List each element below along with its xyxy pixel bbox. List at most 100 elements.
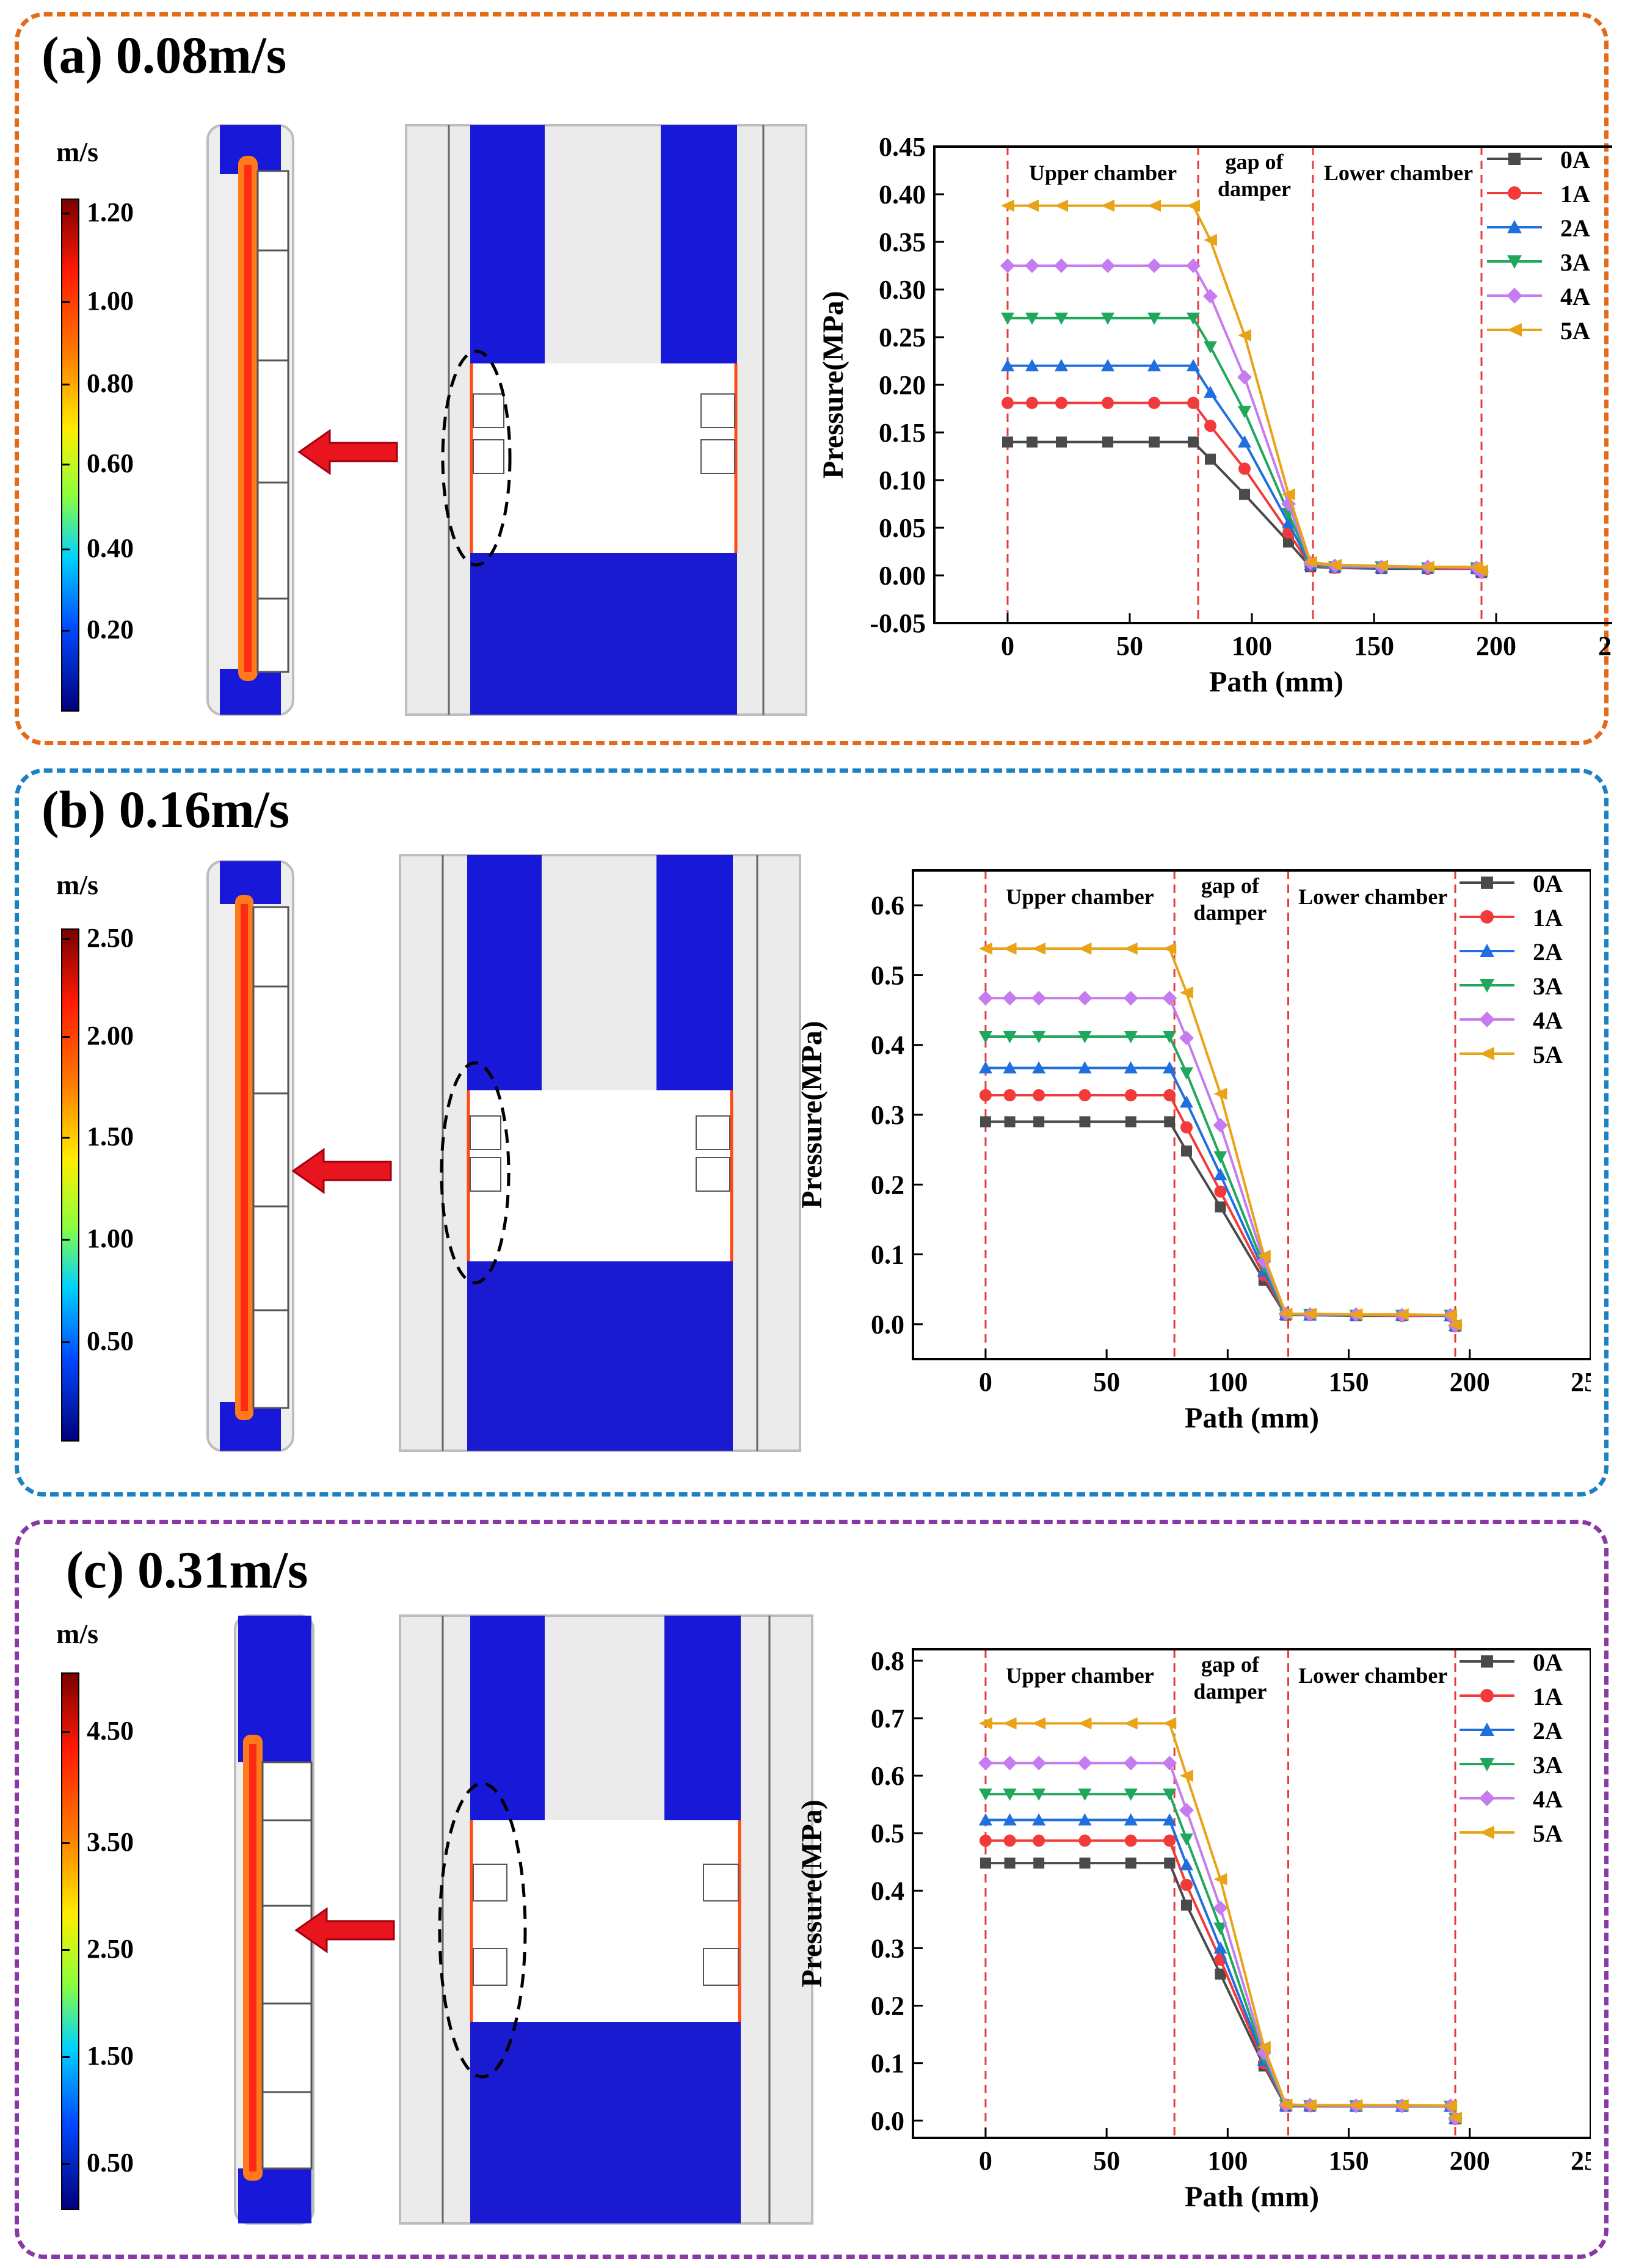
data-point (980, 1116, 991, 1128)
data-point (1123, 1756, 1138, 1771)
data-point (1395, 1308, 1409, 1321)
data-point (979, 1834, 992, 1847)
data-point (1449, 2112, 1462, 2124)
data-point (1054, 258, 1069, 273)
x-tick-label: 250 (1571, 1367, 1591, 1397)
data-point (1449, 1319, 1462, 1331)
data-point (1179, 1803, 1194, 1818)
data-point (1001, 359, 1014, 371)
y-tick-label: 0.6 (871, 1761, 904, 1791)
data-point (1079, 1116, 1091, 1128)
legend-label: 0A (1533, 870, 1563, 897)
data-point (1124, 1031, 1138, 1043)
data-point (1179, 1067, 1193, 1080)
data-point (1163, 1031, 1177, 1043)
colorbar-tick: 0.20 (61, 614, 134, 644)
data-point (1033, 1834, 1045, 1847)
legend-label: 5A (1533, 1041, 1563, 1068)
gap-zoom-view (234, 1614, 314, 2225)
panel-a-simulation (206, 124, 807, 716)
region-label-upper-chamber: Upper chamber (1029, 161, 1177, 185)
series-line (985, 1035, 1456, 1326)
y-tick-label: 0.05 (879, 513, 926, 543)
data-point (1078, 1834, 1091, 1847)
data-point (978, 1031, 992, 1043)
y-tick-label: 0.2 (871, 1170, 904, 1200)
legend-marker (1480, 944, 1494, 957)
data-point (1055, 396, 1067, 409)
legend-item: 3A (1460, 972, 1563, 1000)
data-point (979, 1089, 992, 1101)
data-point (1179, 1833, 1193, 1846)
data-point (1149, 436, 1160, 448)
data-point (1002, 1756, 1017, 1771)
panel-b-colorbar (61, 928, 79, 1442)
y-tick-label: 0.5 (871, 1818, 904, 1848)
zoom-arrow-icon (291, 1148, 392, 1194)
plot-frame (933, 145, 1612, 624)
y-tick-label: 0.45 (879, 132, 926, 162)
legend-label: 2A (1533, 938, 1563, 966)
data-point (978, 991, 993, 1006)
panel-a-colorbar (61, 199, 79, 712)
x-tick-label: 50 (1093, 2146, 1120, 2176)
data-point (1033, 1089, 1045, 1101)
legend-item: 4A (1460, 1785, 1563, 1813)
panel-a-colorbar-unit: m/s (56, 136, 98, 167)
y-tick-label: -0.05 (870, 608, 926, 638)
data-point (1148, 396, 1160, 409)
data-point (1003, 1089, 1016, 1101)
data-point (1237, 370, 1252, 385)
y-axis-label: Pressure(MPa) (796, 1799, 828, 1987)
data-point (1238, 329, 1251, 341)
gap-zoom-view (206, 124, 294, 716)
legend-item: 5A (1460, 1820, 1563, 1847)
legend-item: 3A (1487, 249, 1590, 276)
damper-cross-section (405, 124, 807, 716)
data-point (1001, 199, 1014, 212)
legend-item: 4A (1487, 283, 1590, 310)
zoom-arrow-icon (297, 429, 398, 475)
data-point (1179, 1858, 1193, 1870)
data-point (1375, 560, 1388, 572)
plot-frame (912, 1648, 1591, 2139)
data-point (1033, 1116, 1045, 1128)
region-label-lower-chamber: Lower chamber (1298, 1663, 1447, 1688)
series-2A (978, 1813, 1462, 2124)
data-point (1000, 258, 1015, 273)
data-point (1282, 488, 1295, 501)
data-point (1179, 1030, 1194, 1046)
series-3A (978, 1031, 1462, 1333)
data-point (1079, 1858, 1091, 1869)
y-tick-label: 0.4 (871, 1876, 904, 1906)
gap-zoom-view (206, 860, 294, 1452)
data-point (1025, 359, 1039, 371)
legend-marker (1508, 153, 1521, 165)
data-point (1203, 288, 1218, 304)
legend-marker (1507, 220, 1522, 233)
data-point (1303, 1307, 1317, 1320)
region-label-upper-chamber: Upper chamber (1006, 884, 1154, 909)
data-point (1213, 1168, 1227, 1181)
series-line (985, 1722, 1456, 2118)
legend-marker (1507, 323, 1522, 337)
data-point (1279, 1307, 1293, 1320)
series-0A (980, 1858, 1461, 2124)
panel-b-chart: 0 50 100 150 200 250 0.0 0.1 0.2 0.3 0.4 0.5 0.6 Path… (796, 869, 1591, 1434)
y-tick-label: 0.0 (871, 2106, 904, 2136)
data-point (1180, 1899, 1192, 1911)
y-tick-label: 0.3 (871, 1100, 904, 1130)
data-point (1003, 943, 1017, 955)
data-point (1102, 396, 1114, 409)
legend-item: 2A (1487, 214, 1590, 242)
colorbar-tick: 1.50 (61, 1121, 134, 1151)
panel-a-title: (a) 0.08m/s (42, 26, 287, 84)
x-tick-label: 150 (1329, 1367, 1369, 1397)
data-point (1125, 1858, 1136, 1869)
series-line (985, 947, 1456, 1325)
data-point (978, 1789, 992, 1801)
data-point (1213, 1900, 1228, 1916)
panel-c-frame (15, 1520, 1609, 2259)
data-point (1444, 1309, 1458, 1321)
data-point (1204, 233, 1217, 246)
